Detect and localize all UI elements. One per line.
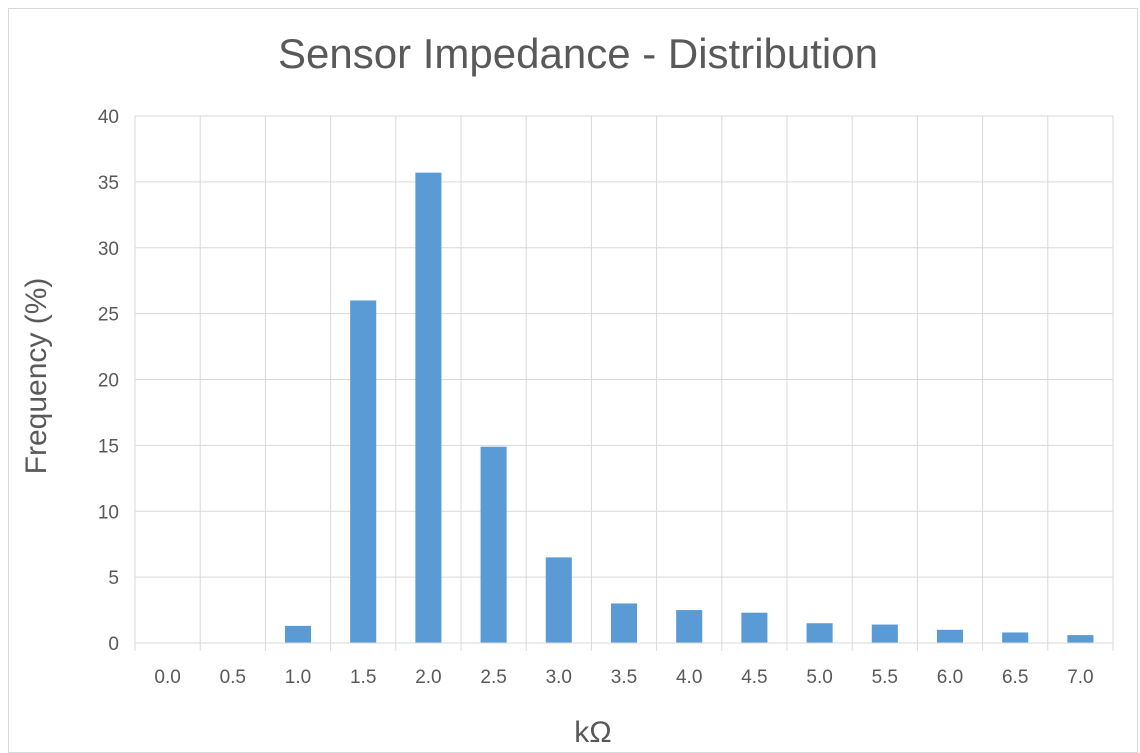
bar — [545, 557, 572, 643]
bar — [350, 300, 377, 643]
chart-frame — [8, 8, 1138, 753]
x-tick-label: 2.5 — [480, 667, 506, 688]
y-tick-label: 30 — [98, 239, 119, 260]
y-tick-label: 15 — [98, 436, 119, 457]
y-axis-label: Frequency (%) — [20, 278, 53, 475]
y-tick-label: 20 — [98, 371, 119, 392]
x-tick-label: 5.5 — [872, 667, 898, 688]
y-tick-label: 0 — [108, 634, 119, 655]
bar — [610, 603, 638, 643]
x-tick-label: 0.5 — [220, 667, 246, 688]
y-tick-label: 35 — [98, 173, 119, 194]
y-tick-label: 5 — [108, 568, 119, 589]
x-tick-label: 1.0 — [285, 667, 311, 688]
x-tick-label: 7.0 — [1067, 667, 1093, 688]
x-tick-label: 4.0 — [676, 667, 702, 688]
chart-title: Sensor Impedance - Distribution — [278, 30, 878, 77]
x-tick-label: 3.5 — [611, 667, 637, 688]
x-tick-label: 3.0 — [546, 667, 572, 688]
bar — [676, 610, 703, 643]
x-axis-label: kΩ — [574, 716, 611, 747]
x-tick-label: 5.0 — [806, 667, 832, 688]
x-tick-label: 6.0 — [937, 667, 963, 688]
x-tick-label: 1.5 — [350, 667, 376, 688]
gridlines — [134, 115, 1114, 651]
y-tick-label: 25 — [98, 305, 119, 326]
y-tick-label: 10 — [98, 502, 119, 523]
bar — [480, 446, 507, 643]
y-tick-label: 40 — [98, 107, 119, 128]
y-axis-ticks: 0 5 10 15 20 25 30 35 40 — [98, 107, 119, 655]
x-tick-label: 2.0 — [415, 667, 441, 688]
bar — [741, 612, 768, 643]
bar — [936, 629, 964, 643]
bar — [415, 172, 442, 643]
x-tick-label: 6.5 — [1002, 667, 1028, 688]
x-axis-ticks: 0.0 0.5 1.0 1.5 2.0 2.5 3.0 3.5 4.0 4.5 5.0 5.5 6.0 6… — [154, 667, 1093, 688]
x-tick-label: 0.0 — [154, 667, 180, 688]
bar — [806, 623, 833, 643]
bar — [284, 625, 312, 643]
bars — [284, 172, 1094, 643]
bar — [1002, 632, 1029, 643]
bar — [871, 624, 898, 643]
bar — [1067, 635, 1094, 643]
x-tick-label: 4.5 — [741, 667, 767, 688]
